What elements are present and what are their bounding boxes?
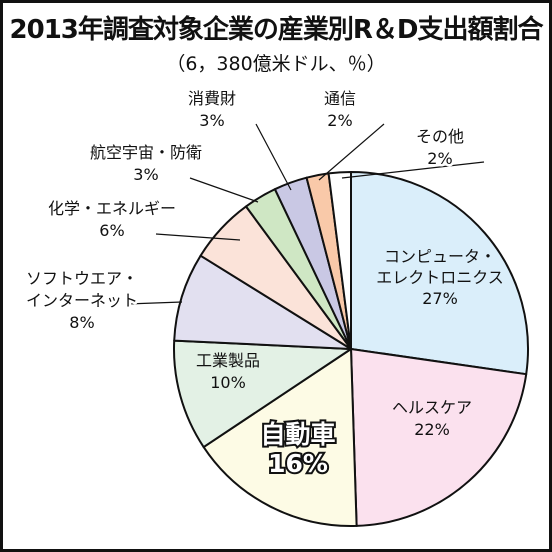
pie-slice: [173, 339, 352, 449]
slice-label: 消費財: [188, 89, 236, 108]
slice-value-label: 3%: [133, 165, 158, 184]
slice-value-label: 2%: [327, 111, 352, 130]
pie-slice: [327, 170, 352, 350]
leader-line: [189, 177, 259, 203]
slice-label: エレクトロニクス: [376, 268, 504, 287]
slice-label: 通信: [324, 89, 356, 108]
leader-line: [341, 161, 485, 179]
slice-label: 自動車: [260, 420, 335, 449]
slice-value-label: 16%: [268, 449, 328, 478]
slice-label: インターネット: [26, 291, 138, 310]
pie-slice: [350, 348, 528, 527]
pie-slice: [202, 348, 358, 527]
leader-line: [255, 123, 292, 191]
leader-line: [125, 301, 183, 305]
slice-label: ソフトウエア・: [26, 269, 138, 288]
slice-label: コンピュータ・: [384, 247, 496, 266]
chart-subtitle: （6，380億米ドル、％）: [166, 53, 386, 75]
slice-label: ヘルスケア: [392, 398, 472, 417]
slice-label: 航空宇宙・防衛: [90, 143, 202, 162]
slice-value-label: 2%: [427, 149, 452, 168]
slice-value-label: 6%: [99, 221, 124, 240]
leader-line: [318, 123, 385, 181]
slice-label: 化学・エネルギー: [48, 199, 176, 218]
slice-label: 工業製品: [196, 351, 260, 370]
slice-value-label: 10%: [210, 373, 246, 392]
slice-value-label: 8%: [69, 313, 94, 332]
chart-title: 2013年調査対象企業の産業別R＆D支出額割合: [9, 15, 544, 45]
slice-label: その他: [416, 127, 464, 146]
slice-value-label: 22%: [414, 420, 450, 439]
leader-line: [155, 233, 241, 241]
slice-value-label: 27%: [422, 289, 458, 308]
pie-slice: [350, 171, 529, 376]
slice-value-label: 3%: [199, 111, 224, 130]
pie-slice: [173, 254, 352, 350]
